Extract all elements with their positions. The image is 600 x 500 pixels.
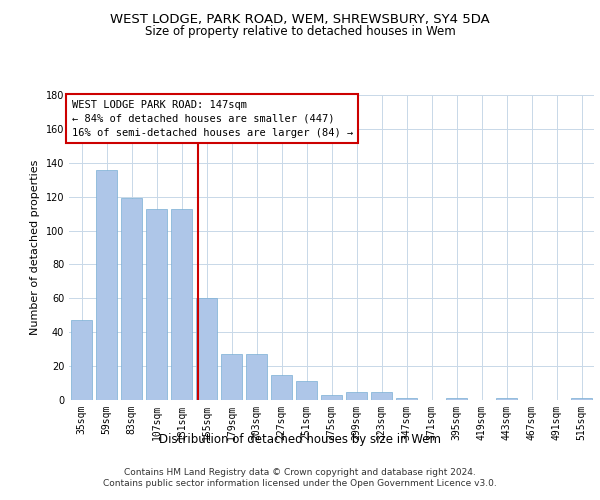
Bar [221, 354, 242, 400]
Bar [71, 320, 92, 400]
Bar [371, 392, 392, 400]
Bar [346, 392, 367, 400]
Bar [146, 208, 167, 400]
Bar [171, 208, 192, 400]
Bar [496, 398, 517, 400]
Bar [296, 382, 317, 400]
Bar [321, 395, 342, 400]
Text: Contains HM Land Registry data © Crown copyright and database right 2024.
Contai: Contains HM Land Registry data © Crown c… [103, 468, 497, 487]
Bar [446, 398, 467, 400]
Bar [121, 198, 142, 400]
Bar [196, 298, 217, 400]
Text: WEST LODGE, PARK ROAD, WEM, SHREWSBURY, SY4 5DA: WEST LODGE, PARK ROAD, WEM, SHREWSBURY, … [110, 12, 490, 26]
Y-axis label: Number of detached properties: Number of detached properties [30, 160, 40, 335]
Bar [246, 354, 267, 400]
Bar [271, 374, 292, 400]
Text: WEST LODGE PARK ROAD: 147sqm
← 84% of detached houses are smaller (447)
16% of s: WEST LODGE PARK ROAD: 147sqm ← 84% of de… [71, 100, 353, 138]
Text: Distribution of detached houses by size in Wem: Distribution of detached houses by size … [159, 432, 441, 446]
Bar [571, 398, 592, 400]
Bar [96, 170, 117, 400]
Text: Size of property relative to detached houses in Wem: Size of property relative to detached ho… [145, 25, 455, 38]
Bar [396, 398, 417, 400]
